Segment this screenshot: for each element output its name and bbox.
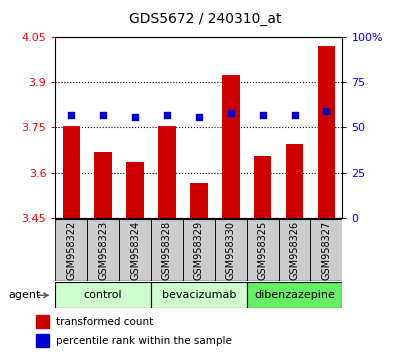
Text: GSM958325: GSM958325 — [257, 221, 267, 280]
Bar — [36, 315, 49, 328]
Point — [322, 108, 329, 114]
Text: control: control — [84, 290, 122, 300]
Bar — [246, 282, 342, 308]
Bar — [190, 183, 207, 218]
Bar — [214, 219, 246, 281]
Bar — [253, 156, 271, 218]
Text: dibenzazepine: dibenzazepine — [254, 290, 334, 300]
Point — [290, 112, 297, 118]
Point — [131, 114, 138, 119]
Bar — [55, 219, 87, 281]
Point — [163, 112, 170, 118]
Text: percentile rank within the sample: percentile rank within the sample — [56, 336, 231, 346]
Bar — [310, 219, 342, 281]
Bar — [151, 282, 246, 308]
Bar — [62, 126, 80, 218]
Point — [68, 112, 74, 118]
Bar — [36, 334, 49, 347]
Bar — [126, 162, 144, 218]
Text: GSM958327: GSM958327 — [321, 221, 330, 280]
Bar — [182, 219, 214, 281]
Bar — [285, 144, 303, 218]
Text: GSM958329: GSM958329 — [193, 221, 203, 280]
Text: GDS5672 / 240310_at: GDS5672 / 240310_at — [128, 12, 281, 27]
Text: agent: agent — [8, 290, 40, 300]
Text: bevacizumab: bevacizumab — [161, 290, 236, 300]
Bar — [55, 282, 151, 308]
Point — [227, 110, 234, 116]
Text: GSM958326: GSM958326 — [289, 221, 299, 280]
Point — [195, 114, 202, 119]
Bar — [94, 152, 112, 218]
Bar — [119, 219, 151, 281]
Bar — [87, 219, 119, 281]
Bar — [317, 46, 335, 218]
Bar — [278, 219, 310, 281]
Bar — [151, 219, 182, 281]
Text: GSM958328: GSM958328 — [162, 221, 171, 280]
Point — [100, 112, 106, 118]
Text: transformed count: transformed count — [56, 316, 153, 327]
Text: GSM958324: GSM958324 — [130, 221, 140, 280]
Bar — [221, 75, 239, 218]
Text: GSM958322: GSM958322 — [66, 221, 76, 280]
Text: GSM958323: GSM958323 — [98, 221, 108, 280]
Bar — [246, 219, 278, 281]
Bar — [158, 126, 175, 218]
Point — [259, 112, 265, 118]
Text: GSM958330: GSM958330 — [225, 221, 235, 280]
